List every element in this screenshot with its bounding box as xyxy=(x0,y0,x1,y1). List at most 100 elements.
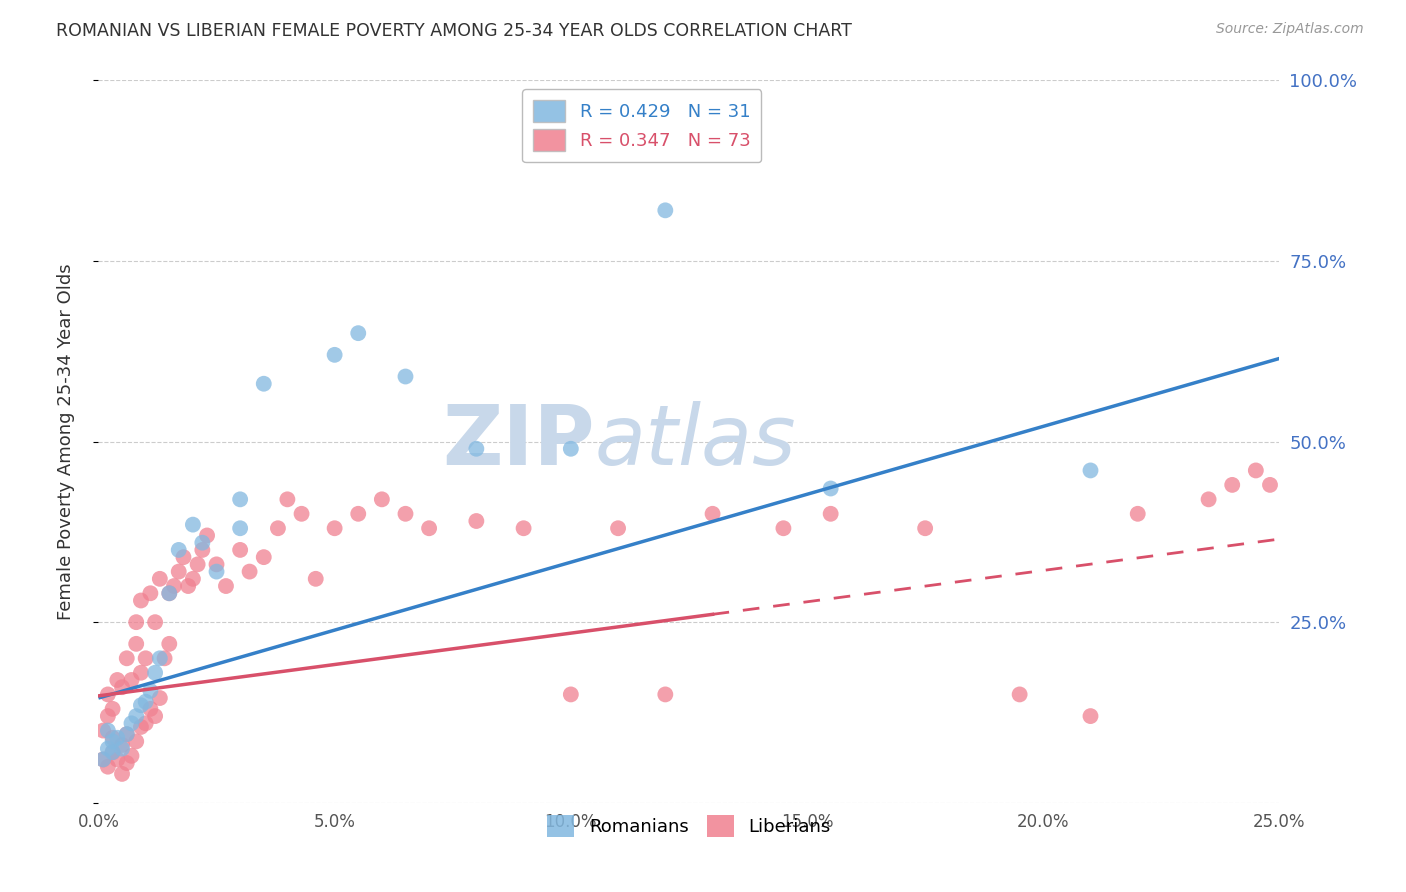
Point xyxy=(465,514,488,528)
Point xyxy=(191,542,214,557)
Point xyxy=(139,702,162,716)
Point xyxy=(149,651,172,665)
Point xyxy=(229,492,252,507)
Point xyxy=(167,565,190,579)
Text: Source: ZipAtlas.com: Source: ZipAtlas.com xyxy=(1216,22,1364,37)
Point xyxy=(772,521,794,535)
Point xyxy=(305,572,328,586)
Point xyxy=(1220,478,1243,492)
Point xyxy=(323,521,346,535)
Point xyxy=(205,558,228,572)
Point xyxy=(143,665,166,680)
Point xyxy=(91,752,114,766)
Point xyxy=(143,615,166,630)
Point xyxy=(1080,709,1102,723)
Point xyxy=(149,572,172,586)
Point xyxy=(125,637,148,651)
Point xyxy=(129,720,152,734)
Point xyxy=(702,507,724,521)
Point xyxy=(101,745,124,759)
Point xyxy=(135,651,157,665)
Point xyxy=(323,348,346,362)
Point xyxy=(560,442,582,456)
Point xyxy=(177,579,200,593)
Point xyxy=(1126,507,1149,521)
Point xyxy=(1258,478,1281,492)
Point xyxy=(157,586,180,600)
Point xyxy=(157,586,180,600)
Text: atlas: atlas xyxy=(595,401,796,482)
Point xyxy=(394,369,416,384)
Point xyxy=(163,579,186,593)
Point xyxy=(149,691,172,706)
Point xyxy=(129,665,152,680)
Point xyxy=(101,702,124,716)
Point xyxy=(229,521,252,535)
Point xyxy=(215,579,238,593)
Point xyxy=(1080,463,1102,477)
Point xyxy=(105,673,128,687)
Point xyxy=(187,558,209,572)
Point xyxy=(239,565,262,579)
Point xyxy=(115,727,138,741)
Point xyxy=(654,687,676,701)
Point xyxy=(111,767,134,781)
Point xyxy=(135,716,157,731)
Point xyxy=(125,709,148,723)
Point xyxy=(101,745,124,759)
Point xyxy=(267,521,290,535)
Point xyxy=(205,565,228,579)
Point xyxy=(167,542,190,557)
Point xyxy=(105,752,128,766)
Point xyxy=(97,760,120,774)
Point xyxy=(253,550,276,565)
Point xyxy=(371,492,394,507)
Point xyxy=(276,492,298,507)
Point xyxy=(115,651,138,665)
Point xyxy=(97,687,120,701)
Point xyxy=(111,741,134,756)
Point xyxy=(121,748,143,763)
Point xyxy=(1244,463,1267,477)
Point xyxy=(105,731,128,745)
Point xyxy=(121,716,143,731)
Point xyxy=(914,521,936,535)
Point xyxy=(91,752,114,766)
Point xyxy=(820,482,842,496)
Point xyxy=(129,593,152,607)
Point xyxy=(115,727,138,741)
Point xyxy=(101,731,124,745)
Point xyxy=(654,203,676,218)
Y-axis label: Female Poverty Among 25-34 Year Olds: Female Poverty Among 25-34 Year Olds xyxy=(56,263,75,620)
Point xyxy=(157,637,180,651)
Point xyxy=(143,709,166,723)
Point xyxy=(253,376,276,391)
Point xyxy=(1008,687,1031,701)
Point xyxy=(191,535,214,549)
Point xyxy=(229,542,252,557)
Point xyxy=(820,507,842,521)
Point xyxy=(418,521,440,535)
Text: ZIP: ZIP xyxy=(441,401,595,482)
Point xyxy=(153,651,176,665)
Point xyxy=(129,698,152,713)
Point xyxy=(512,521,534,535)
Point xyxy=(111,680,134,694)
Point xyxy=(394,507,416,521)
Text: ROMANIAN VS LIBERIAN FEMALE POVERTY AMONG 25-34 YEAR OLDS CORRELATION CHART: ROMANIAN VS LIBERIAN FEMALE POVERTY AMON… xyxy=(56,22,852,40)
Point xyxy=(181,517,204,532)
Point xyxy=(347,326,370,340)
Point xyxy=(290,507,312,521)
Point xyxy=(121,673,143,687)
Point xyxy=(172,550,194,565)
Point xyxy=(181,572,204,586)
Point xyxy=(347,507,370,521)
Point xyxy=(139,683,162,698)
Point xyxy=(111,738,134,752)
Point xyxy=(101,734,124,748)
Legend: Romanians, Liberians: Romanians, Liberians xyxy=(540,808,838,845)
Point xyxy=(195,528,218,542)
Point xyxy=(97,741,120,756)
Point xyxy=(465,442,488,456)
Point xyxy=(139,586,162,600)
